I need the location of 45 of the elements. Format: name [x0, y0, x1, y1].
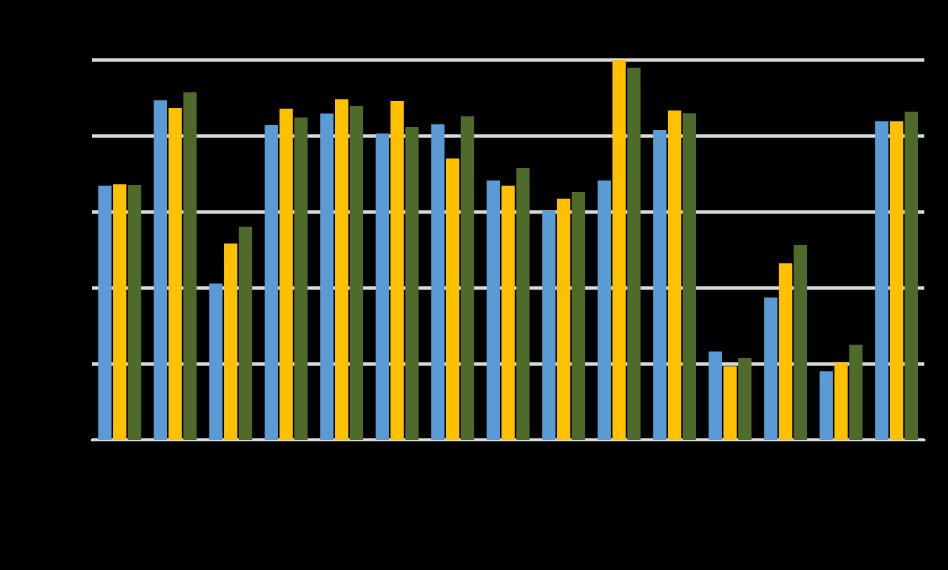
- bar: [98, 185, 112, 441]
- bar: [834, 362, 848, 441]
- bar: [875, 121, 889, 441]
- bar: [431, 124, 445, 441]
- bar: [113, 184, 127, 441]
- bar: [375, 133, 390, 441]
- bar: [682, 113, 697, 441]
- bar: [597, 180, 611, 441]
- bar: [849, 344, 863, 441]
- bar: [320, 113, 334, 441]
- bar: [209, 283, 223, 441]
- bar: [168, 107, 182, 441]
- bar: [486, 180, 500, 441]
- bar: [516, 167, 530, 441]
- bar: [904, 111, 919, 441]
- bar: [224, 243, 238, 441]
- bar: [405, 126, 419, 441]
- bar: [501, 185, 515, 441]
- bar: [778, 263, 793, 441]
- bar: [460, 116, 475, 441]
- bar: [294, 117, 308, 441]
- bar: [183, 92, 197, 441]
- bar: [738, 357, 752, 441]
- bar: [279, 108, 293, 441]
- bar: [349, 106, 364, 441]
- bar: [542, 210, 556, 441]
- bar: [627, 67, 641, 441]
- bar: [153, 100, 168, 441]
- bar: [793, 245, 808, 441]
- bar: [445, 158, 460, 441]
- bar: [571, 191, 586, 441]
- bar: [723, 366, 737, 441]
- bar: [889, 121, 904, 441]
- bar: [556, 198, 571, 441]
- bar: [819, 371, 833, 441]
- bar: [390, 101, 404, 441]
- bar: [264, 125, 279, 441]
- bar: [238, 226, 253, 441]
- bar: [612, 60, 626, 441]
- bar: [127, 185, 142, 441]
- bar: [764, 297, 778, 441]
- bar: [667, 110, 682, 441]
- bar: [708, 351, 722, 441]
- bar: [653, 129, 667, 441]
- bar: [335, 99, 349, 441]
